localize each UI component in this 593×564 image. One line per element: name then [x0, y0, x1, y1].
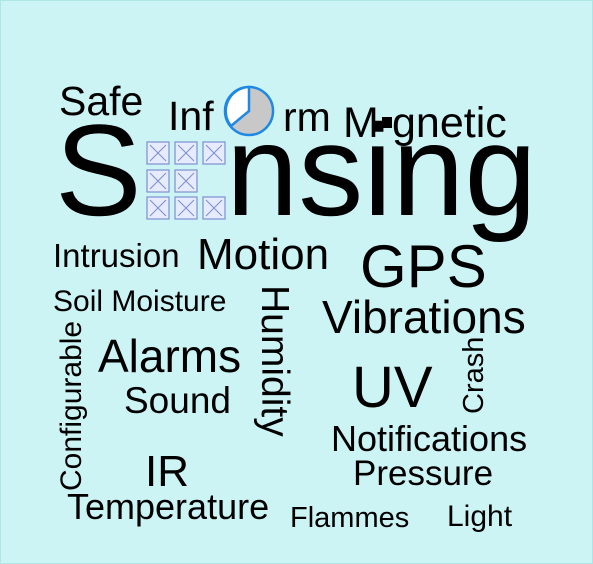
word-gps: GPS: [360, 233, 487, 300]
word-m: M: [343, 99, 379, 147]
pie-chart-icon: [223, 85, 275, 137]
image-placeholder-cross: [177, 199, 195, 217]
word-inf: Inf: [168, 93, 214, 139]
pie-chart-slice: [224, 85, 251, 128]
word-vibrations: Vibrations: [322, 291, 526, 343]
image-placeholder-cross: [149, 172, 167, 190]
word-uv: UV: [352, 355, 433, 420]
word-alarms: Alarms: [98, 330, 242, 382]
image-placeholder-cross: [149, 144, 167, 162]
word-s: S: [55, 97, 142, 243]
image-placeholder-cells: [146, 141, 226, 220]
image-placeholder-cross: [149, 199, 167, 217]
word-configurable: Configurable: [55, 320, 88, 491]
word-ir: IR: [145, 447, 189, 496]
image-grid-icon: [146, 141, 226, 220]
image-placeholder-cross: [177, 172, 195, 190]
word-humidity: Humidity: [253, 285, 296, 437]
word-safe: Safe: [59, 78, 144, 124]
word-intrusion: Intrusion: [53, 237, 180, 274]
word-flammes: Flammes: [290, 502, 410, 534]
word-crash: Crash: [458, 336, 490, 414]
word-nsing: nsing: [226, 97, 537, 243]
image-placeholder-cross: [177, 144, 195, 162]
word-temperature: Temperature: [67, 486, 270, 527]
word-motion: Motion: [197, 230, 330, 279]
word-light: Light: [447, 500, 513, 533]
word-notifications: Notifications: [331, 418, 528, 459]
word-pressure: Pressure: [353, 454, 494, 493]
image-placeholder-cross: [205, 144, 223, 162]
square-icon: [382, 117, 392, 128]
word-sound: Sound: [124, 380, 231, 421]
word-gnetic: gnetic: [392, 99, 507, 147]
image-placeholder-cross: [205, 199, 223, 217]
word-rm: rm: [283, 94, 331, 140]
word-soil-moisture: Soil Moisture: [53, 285, 227, 318]
